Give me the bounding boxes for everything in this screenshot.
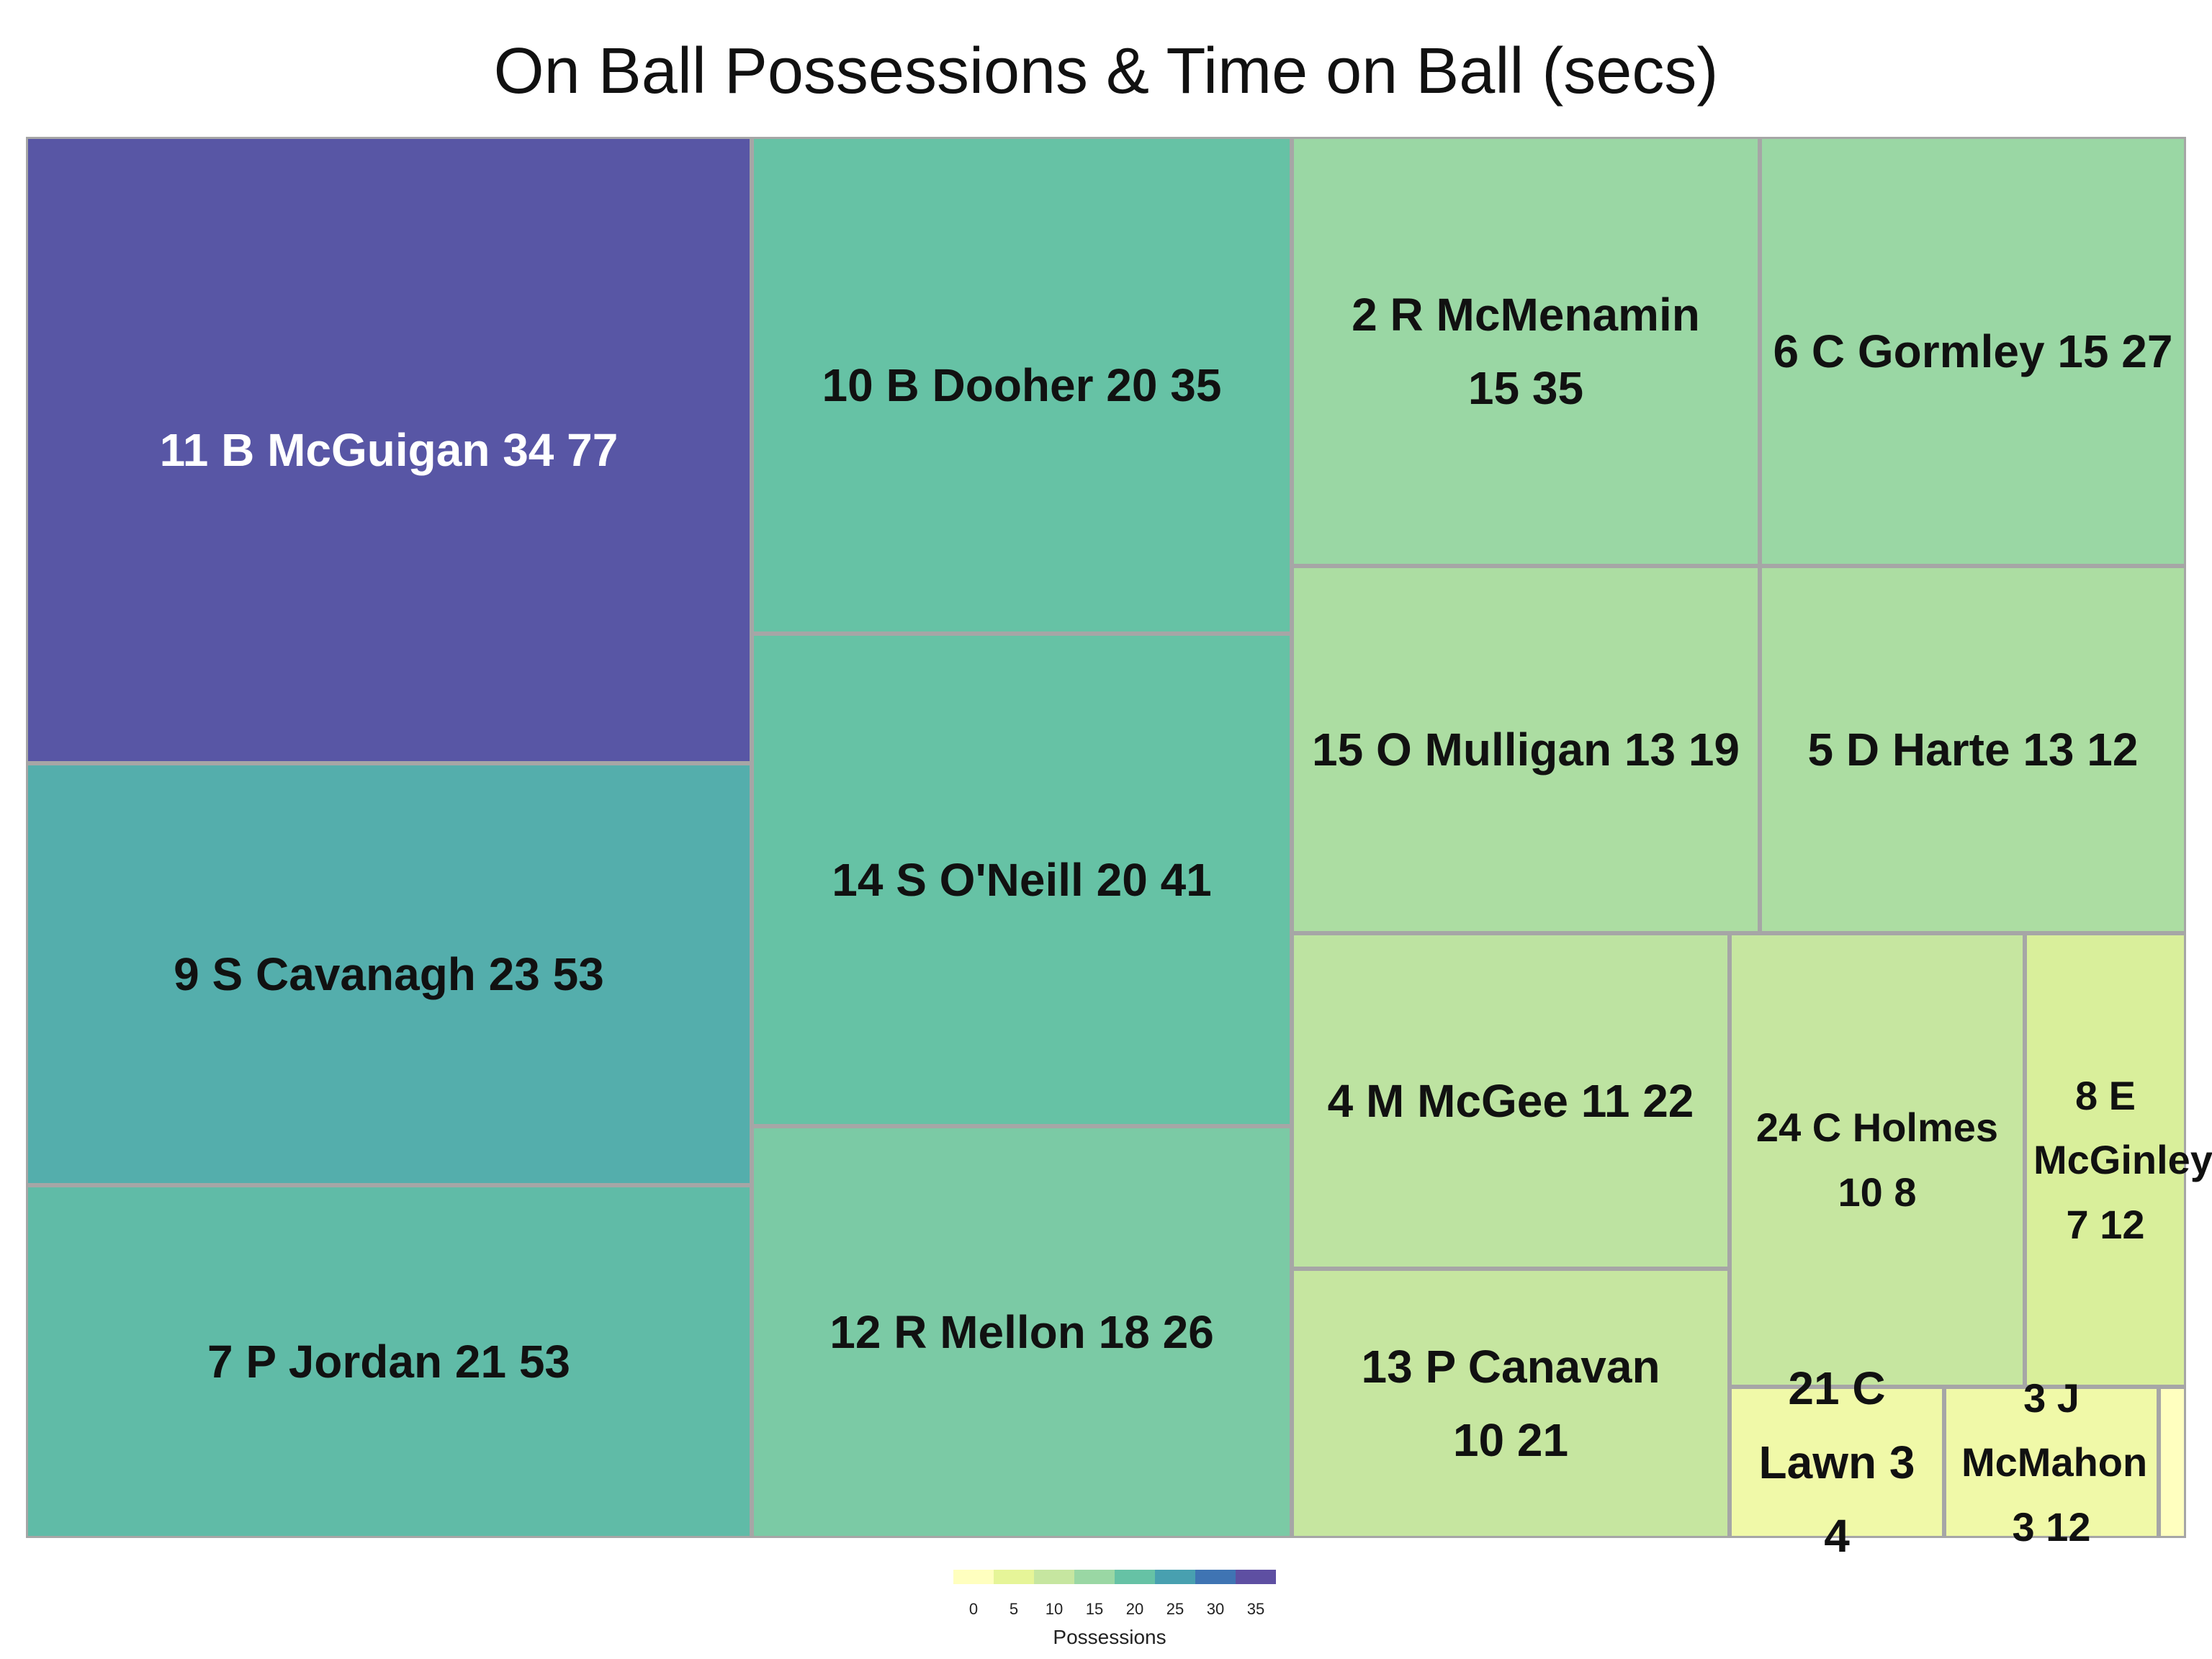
legend-swatch: [1236, 1570, 1276, 1584]
legend-swatch: [1074, 1570, 1115, 1584]
chart-title: On Ball Possessions & Time on Ball (secs…: [493, 35, 1719, 107]
tile-label: 15 O Mulligan 13 19: [1312, 723, 1740, 775]
treemap-tile: 21 C Lawn 3 4: [1730, 1362, 1944, 1562]
treemap-tile: 24 C Holmes 10 8: [1730, 933, 2025, 1387]
treemap-tile: 14 S O'Neill 20 41: [752, 634, 1292, 1126]
legend-title: Possessions: [1053, 1626, 1166, 1648]
treemap: 11 B McGuigan 34 77 9 S Cavanagh 23 53 7 P…: [26, 137, 2212, 1562]
tile-label: 3 J McMahon 3 12: [1961, 1375, 2148, 1550]
tile-label: 2 R McMenamin 15 35: [1352, 288, 1700, 414]
legend-tick-label: 30: [1206, 1600, 1225, 1618]
legend-tick-label: 10: [1045, 1600, 1064, 1618]
treemap-tile: 8 E McGinley 7 12: [2025, 933, 2212, 1387]
treemap-tile: 11 B McGuigan 34 77: [26, 137, 752, 763]
treemap-tile: 10 B Dooher 20 35: [752, 137, 1292, 634]
legend-swatch: [953, 1570, 994, 1584]
legend-tick-label: 35: [1246, 1600, 1265, 1618]
tile-label: 12 R Mellon 18 26: [830, 1305, 1214, 1358]
treemap-tile: 13 P Canavan 10 21: [1292, 1269, 1730, 1538]
treemap-tile: 4 M McGee 11 22: [1292, 933, 1730, 1269]
treemap-tile: 9 S Cavanagh 23 53: [26, 763, 752, 1185]
tile-label: 24 C Holmes 10 8: [1755, 1105, 1999, 1215]
color-legend: 0 5 10 15 20 25 30 35 Possessions: [948, 1570, 1276, 1656]
treemap-tile: 5 D Harte 13 12: [1760, 566, 2186, 933]
legend-tick-label: 25: [1166, 1600, 1184, 1618]
tile-label: 10 B Dooher 20 35: [822, 359, 1222, 411]
tile-label: 13 P Canavan 10 21: [1361, 1340, 1660, 1466]
legend-tick-label: 15: [1085, 1600, 1104, 1618]
treemap-tile: 15 O Mulligan 13 19: [1292, 566, 1760, 933]
legend-tick-label: 0: [968, 1600, 979, 1618]
legend-swatch: [1115, 1570, 1155, 1584]
legend-tick-label: 5: [1009, 1600, 1019, 1618]
tile-label: 9 S Cavanagh 23 53: [174, 948, 604, 1000]
treemap-tile: 12 R Mellon 18 26: [752, 1126, 1292, 1538]
legend-swatch: [1195, 1570, 1236, 1584]
treemap-tile: [2159, 1387, 2186, 1538]
treemap-tile: 3 J McMahon 3 12: [1944, 1375, 2159, 1550]
legend-tick-label: 20: [1125, 1600, 1144, 1618]
legend-swatch: [994, 1570, 1034, 1584]
treemap-tile: 2 R McMenamin 15 35: [1292, 137, 1760, 566]
tile-label: 7 P Jordan 21 53: [207, 1335, 570, 1388]
tile-label: 4 M McGee 11 22: [1327, 1074, 1694, 1127]
tile-label: 6 C Gormley 15 27: [1773, 325, 2173, 377]
tile-label: 21 C Lawn 3 4: [1758, 1362, 1915, 1563]
legend-swatch: [1155, 1570, 1195, 1584]
tile-label: 5 D Harte 13 12: [1807, 723, 2139, 775]
treemap-tile: 6 C Gormley 15 27: [1760, 137, 2186, 566]
legend-swatch: [1034, 1570, 1074, 1584]
tile-label: 11 B McGuigan 34 77: [159, 423, 619, 476]
tile-label: 14 S O'Neill 20 41: [832, 853, 1212, 906]
treemap-tile: 7 P Jordan 21 53: [26, 1185, 752, 1538]
tile-label: 8 E McGinley 7 12: [2033, 1072, 2212, 1247]
